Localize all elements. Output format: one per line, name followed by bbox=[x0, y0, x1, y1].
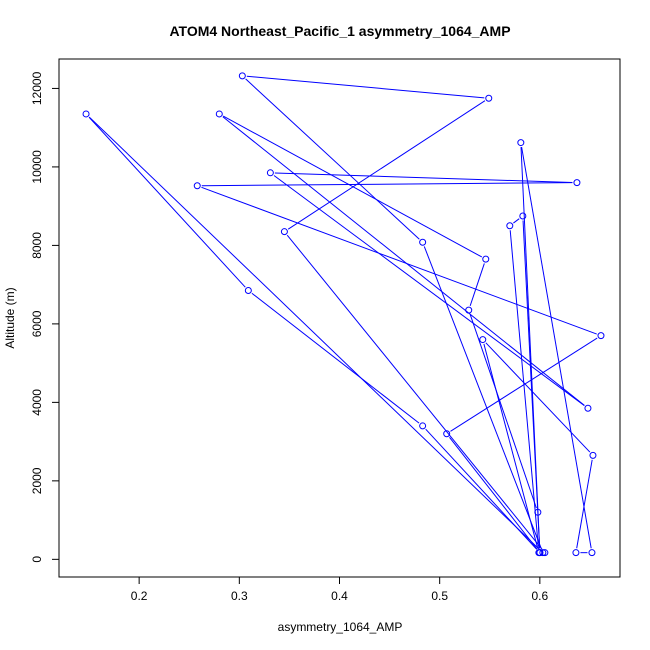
x-tick-label: 0.4 bbox=[331, 589, 348, 603]
plot-box bbox=[58, 58, 621, 578]
data-point bbox=[419, 238, 427, 246]
data-point bbox=[419, 422, 427, 430]
data-point bbox=[482, 255, 490, 263]
x-axis-label: asymmetry_1064_AMP bbox=[278, 620, 403, 634]
data-point bbox=[597, 332, 605, 340]
y-axis-label: Altitude (m) bbox=[3, 287, 17, 348]
data-point bbox=[485, 94, 493, 102]
data-point bbox=[519, 212, 527, 220]
y-tick-label: 10000 bbox=[30, 150, 44, 184]
series-line-segment bbox=[521, 146, 592, 549]
data-point bbox=[238, 72, 246, 80]
x-tick-label: 0.5 bbox=[431, 589, 448, 603]
series-line-segment bbox=[425, 428, 538, 550]
data-point bbox=[465, 306, 473, 314]
data-point bbox=[589, 451, 597, 459]
series-line-segment bbox=[246, 75, 485, 99]
series-line-segment bbox=[245, 78, 420, 240]
series-line-segment bbox=[273, 175, 585, 406]
series-line-segment bbox=[423, 246, 542, 549]
data-point bbox=[539, 549, 547, 557]
y-axis: 0 2000 4000 6000 8000 10000 12000 bbox=[30, 71, 60, 563]
series-line-segment bbox=[201, 186, 597, 335]
data-point bbox=[443, 430, 451, 438]
series-line-segment bbox=[450, 337, 598, 432]
x-tick-label: 0.6 bbox=[532, 589, 549, 603]
series-line-segment bbox=[513, 218, 520, 224]
data-point bbox=[506, 222, 514, 230]
series-line-segment bbox=[274, 172, 573, 183]
data-point bbox=[572, 549, 580, 557]
data-point bbox=[266, 169, 274, 177]
series-line-segment bbox=[201, 182, 573, 187]
x-tick-label: 0.3 bbox=[231, 589, 248, 603]
series-line-segment bbox=[222, 116, 585, 406]
series-line-segment bbox=[88, 116, 540, 550]
series-line-segment bbox=[469, 263, 485, 307]
y-tick-label: 6000 bbox=[30, 310, 44, 337]
data-point bbox=[536, 549, 544, 557]
chart-title: ATOM4 Northeast_Pacific_1 asymmetry_1064… bbox=[169, 23, 510, 39]
data-point bbox=[534, 508, 542, 516]
series-line-segment bbox=[483, 343, 539, 549]
series-line-segment bbox=[88, 116, 246, 288]
y-tick-label: 2000 bbox=[30, 467, 44, 494]
data-point bbox=[82, 110, 90, 118]
data-point bbox=[573, 179, 581, 187]
series-line-segment bbox=[576, 459, 593, 549]
series-line-segment bbox=[485, 342, 591, 453]
data-point bbox=[280, 228, 288, 236]
data-point bbox=[588, 549, 596, 557]
data-point bbox=[479, 336, 487, 344]
series-line-segment bbox=[287, 100, 486, 230]
series-line-segment bbox=[449, 436, 538, 550]
y-tick-label: 4000 bbox=[30, 389, 44, 416]
series-line-segment bbox=[222, 115, 483, 258]
series-line-segment bbox=[286, 234, 543, 550]
data-series bbox=[82, 72, 605, 557]
series-line-segment bbox=[469, 314, 537, 509]
y-tick-label: 8000 bbox=[30, 232, 44, 259]
series-line-segment bbox=[520, 147, 541, 549]
series-line-segment bbox=[509, 230, 539, 549]
data-point bbox=[584, 404, 592, 412]
data-point bbox=[517, 139, 525, 147]
data-point bbox=[244, 287, 252, 295]
data-point bbox=[193, 182, 201, 190]
data-point bbox=[215, 110, 223, 118]
y-tick-label: 0 bbox=[30, 556, 44, 563]
x-axis: 0.2 0.3 0.4 0.5 0.6 bbox=[131, 576, 549, 603]
x-tick-label: 0.2 bbox=[131, 589, 148, 603]
y-tick-label: 12000 bbox=[30, 71, 44, 105]
series-line-segment bbox=[251, 292, 420, 424]
